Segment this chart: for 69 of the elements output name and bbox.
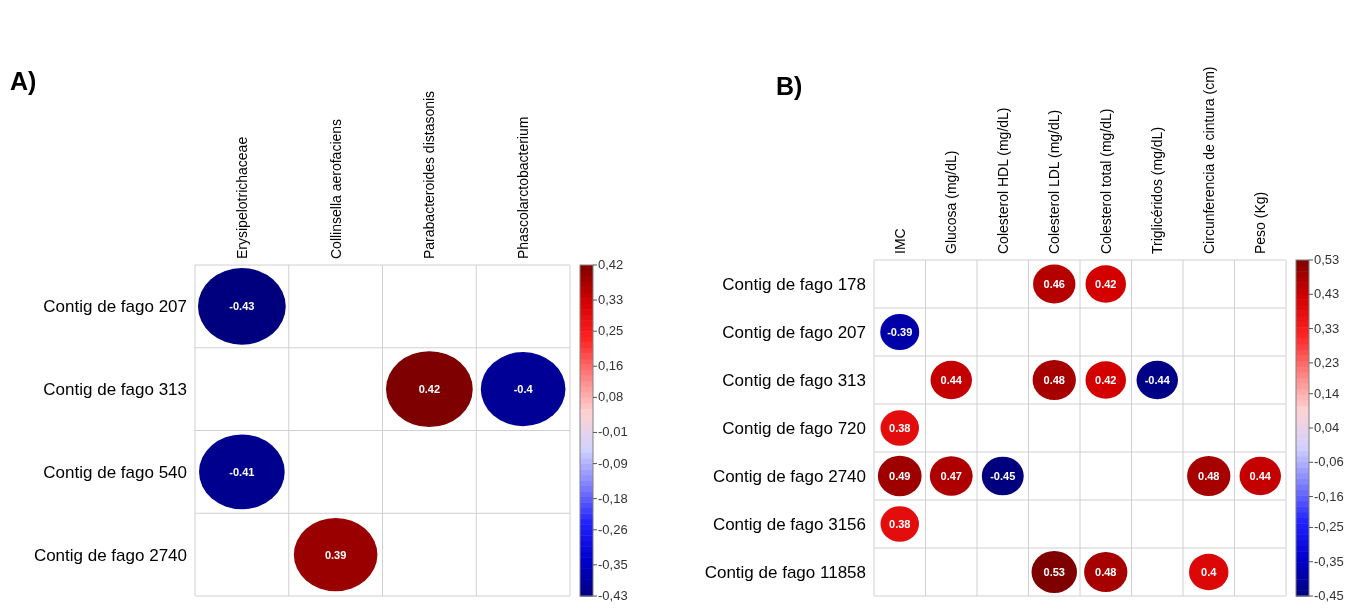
data-label: 0.48	[1198, 470, 1220, 482]
data-label: 0.49	[889, 470, 911, 482]
chart-title: B)	[776, 72, 803, 100]
y-tick-label: Contig de fago 540	[43, 462, 187, 482]
x-tick-label: Peso (Kg)	[1252, 191, 1269, 254]
x-tick-label: Glucosa (mg/dL)	[943, 150, 960, 254]
x-tick-label: Colesterol LDL (mg/dL)	[1046, 109, 1063, 254]
color-bar-label: 0,33	[598, 292, 624, 308]
color-bar-label: -0,26	[598, 521, 628, 537]
color-bar-label: -0,09	[598, 455, 628, 471]
x-tick-label: Colesterol total (mg/dL)	[1097, 108, 1114, 254]
color-bar-label: 0,42	[598, 257, 624, 272]
x-tick-label: Circunferencia de cintura (cm)	[1200, 66, 1217, 254]
color-bar-label: 0,14	[1314, 385, 1340, 401]
color-bar-label: 0,08	[598, 389, 624, 405]
data-label: 0.42	[1095, 374, 1117, 386]
x-tick-label: IMC	[891, 228, 908, 254]
data-label: 0.48	[1095, 566, 1117, 578]
color-bar-label: 0,04	[1314, 420, 1340, 435]
color-bar-label: -0,35	[598, 556, 628, 572]
data-label: 0.44	[940, 374, 963, 386]
color-bar-label: -0,43	[598, 588, 628, 603]
data-label: -0.43	[229, 300, 255, 313]
data-label: 0.38	[889, 518, 911, 530]
color-bar-label: -0,18	[598, 490, 628, 506]
data-label: 0.4	[1201, 566, 1218, 578]
color-bar-label: -0,01	[598, 424, 628, 440]
data-label: 0.47	[940, 470, 962, 482]
y-tick-label: Contig de fago 207	[43, 297, 187, 317]
color-bar-label: 0,23	[1314, 354, 1340, 370]
data-label: 0.42	[418, 383, 441, 396]
data-label: 0.38	[889, 422, 911, 434]
color-bar-label: 0,53	[1314, 252, 1340, 267]
data-label: -0.44	[1144, 374, 1171, 386]
data-label: 0.53	[1043, 566, 1065, 578]
x-tick-label: Erysipelotrichaceae	[233, 136, 250, 259]
y-tick-label: Contig de fago 2740	[712, 467, 866, 486]
color-bar-label: 0,25	[598, 323, 624, 339]
color-bar-label: 0,33	[1314, 320, 1340, 336]
x-tick-label: Parabacteroides distasonis	[421, 90, 438, 259]
x-tick-label: Collinsella aerofaciens	[327, 118, 344, 259]
color-bar-label: 0,16	[598, 358, 624, 374]
y-tick-label: Contig de fago 3156	[712, 515, 866, 534]
y-tick-label: Contig de fago 313	[722, 371, 866, 390]
color-bar-label: -0,06	[1314, 454, 1344, 470]
color-bar-label: -0,25	[1314, 519, 1344, 535]
data-label: 0.39	[324, 548, 347, 561]
data-label: 0.48	[1043, 374, 1065, 386]
color-bar-label: -0,35	[1314, 553, 1344, 569]
x-tick-label: Colesterol HDL (mg/dL)	[994, 107, 1011, 254]
y-tick-label: Contig de fago 11858	[704, 563, 866, 582]
y-tick-label: Contig de fago 720	[722, 419, 866, 438]
data-label: -0.41	[229, 465, 255, 478]
y-tick-label: Contig de fago 313	[43, 380, 187, 400]
data-label: -0.39	[887, 326, 913, 338]
x-tick-label: Phascolarctobacterium	[515, 116, 532, 259]
color-bar-label: 0,43	[1314, 286, 1340, 302]
x-tick-label: Triglicéridos (mg/dL)	[1149, 126, 1166, 254]
data-label: -0.45	[990, 470, 1016, 482]
data-label: 0.46	[1043, 278, 1065, 290]
color-bar-label: -0,45	[1314, 588, 1344, 603]
chart-title: A)	[10, 67, 37, 95]
y-tick-label: Contig de fago 2740	[33, 545, 187, 565]
color-bar-label: -0,16	[1314, 488, 1344, 504]
y-tick-label: Contig de fago 178	[722, 275, 866, 294]
y-tick-label: Contig de fago 207	[722, 323, 866, 342]
data-label: -0.4	[513, 383, 534, 396]
data-label: 0.42	[1095, 278, 1117, 290]
data-label: 0.44	[1249, 470, 1272, 482]
